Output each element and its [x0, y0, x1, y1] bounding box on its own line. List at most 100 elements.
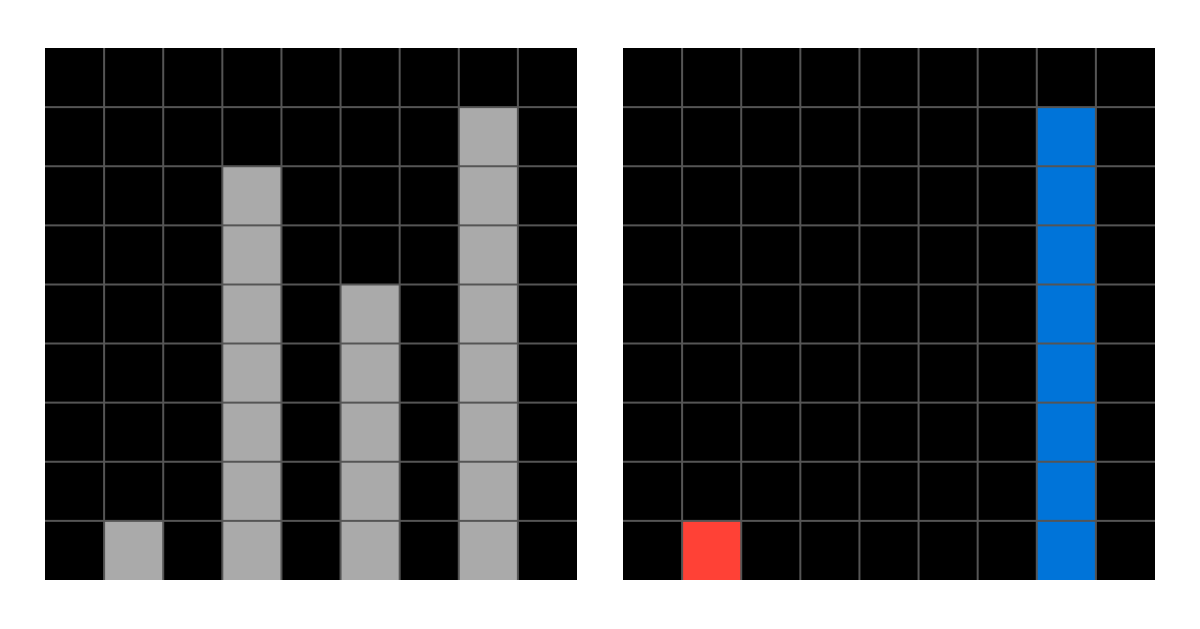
output-grid-cell-r3-c7[interactable]: [1036, 225, 1096, 285]
output-grid-cell-r4-c8[interactable]: [1095, 284, 1155, 344]
output-grid-cell-r8-c2[interactable]: [741, 520, 801, 580]
input-grid-cell-r3-c4[interactable]: [281, 225, 341, 285]
input-grid-cell-r0-c3[interactable]: [222, 48, 282, 108]
input-grid-cell-r4-c0[interactable]: [45, 284, 105, 344]
output-grid-cell-r2-c8[interactable]: [1095, 166, 1155, 226]
output-grid-cell-r5-c8[interactable]: [1095, 343, 1155, 403]
output-grid-cell-r4-c6[interactable]: [977, 284, 1037, 344]
input-grid-cell-r4-c1[interactable]: [104, 284, 164, 344]
input-grid-cell-r3-c8[interactable]: [517, 225, 577, 285]
output-grid-cell-r0-c7[interactable]: [1036, 48, 1096, 108]
input-grid-cell-r6-c7[interactable]: [458, 402, 518, 462]
input-grid-cell-r7-c6[interactable]: [399, 461, 459, 521]
input-grid-cell-r5-c4[interactable]: [281, 343, 341, 403]
input-grid-cell-r2-c4[interactable]: [281, 166, 341, 226]
input-grid-cell-r4-c5[interactable]: [340, 284, 400, 344]
input-grid-cell-r0-c8[interactable]: [517, 48, 577, 108]
output-grid-cell-r4-c7[interactable]: [1036, 284, 1096, 344]
input-grid-cell-r2-c1[interactable]: [104, 166, 164, 226]
input-grid-cell-r4-c7[interactable]: [458, 284, 518, 344]
output-grid-cell-r0-c8[interactable]: [1095, 48, 1155, 108]
output-grid-cell-r4-c3[interactable]: [800, 284, 860, 344]
input-grid-cell-r0-c2[interactable]: [163, 48, 223, 108]
input-grid-cell-r6-c2[interactable]: [163, 402, 223, 462]
output-grid-cell-r1-c6[interactable]: [977, 107, 1037, 167]
output-grid-cell-r2-c7[interactable]: [1036, 166, 1096, 226]
output-grid-cell-r8-c1[interactable]: [682, 520, 742, 580]
output-grid-cell-r4-c1[interactable]: [682, 284, 742, 344]
input-grid-cell-r6-c0[interactable]: [45, 402, 105, 462]
input-grid-cell-r8-c0[interactable]: [45, 520, 105, 580]
output-grid-cell-r0-c0[interactable]: [623, 48, 683, 108]
output-grid-cell-r6-c2[interactable]: [741, 402, 801, 462]
output-grid-cell-r3-c2[interactable]: [741, 225, 801, 285]
input-grid-cell-r1-c4[interactable]: [281, 107, 341, 167]
input-grid-cell-r5-c0[interactable]: [45, 343, 105, 403]
output-grid-cell-r4-c0[interactable]: [623, 284, 683, 344]
output-grid-cell-r3-c8[interactable]: [1095, 225, 1155, 285]
output-grid-cell-r4-c5[interactable]: [918, 284, 978, 344]
input-grid-cell-r2-c0[interactable]: [45, 166, 105, 226]
input-grid-cell-r4-c8[interactable]: [517, 284, 577, 344]
input-grid-cell-r5-c8[interactable]: [517, 343, 577, 403]
output-grid-cell-r4-c2[interactable]: [741, 284, 801, 344]
output-grid-cell-r6-c8[interactable]: [1095, 402, 1155, 462]
input-grid[interactable]: [43, 46, 579, 582]
output-grid-cell-r2-c1[interactable]: [682, 166, 742, 226]
input-grid-cell-r7-c7[interactable]: [458, 461, 518, 521]
input-grid-cell-r0-c6[interactable]: [399, 48, 459, 108]
output-grid-cell-r0-c1[interactable]: [682, 48, 742, 108]
input-grid-cell-r2-c7[interactable]: [458, 166, 518, 226]
output-grid-cell-r8-c6[interactable]: [977, 520, 1037, 580]
input-grid-cell-r5-c1[interactable]: [104, 343, 164, 403]
output-grid-cell-r3-c4[interactable]: [859, 225, 919, 285]
output-grid-cell-r0-c6[interactable]: [977, 48, 1037, 108]
input-grid-cell-r1-c7[interactable]: [458, 107, 518, 167]
input-grid-cell-r3-c3[interactable]: [222, 225, 282, 285]
input-grid-cell-r7-c0[interactable]: [45, 461, 105, 521]
input-grid-cell-r0-c5[interactable]: [340, 48, 400, 108]
output-grid-cell-r1-c7[interactable]: [1036, 107, 1096, 167]
input-grid-cell-r2-c6[interactable]: [399, 166, 459, 226]
input-grid-cell-r7-c1[interactable]: [104, 461, 164, 521]
input-grid-cell-r5-c3[interactable]: [222, 343, 282, 403]
output-grid-cell-r2-c4[interactable]: [859, 166, 919, 226]
output-grid-cell-r8-c3[interactable]: [800, 520, 860, 580]
input-grid-cell-r2-c2[interactable]: [163, 166, 223, 226]
output-grid-cell-r8-c4[interactable]: [859, 520, 919, 580]
input-grid-cell-r7-c8[interactable]: [517, 461, 577, 521]
output-grid-cell-r8-c5[interactable]: [918, 520, 978, 580]
input-grid-cell-r6-c8[interactable]: [517, 402, 577, 462]
output-grid-cell-r6-c5[interactable]: [918, 402, 978, 462]
output-grid-cell-r7-c1[interactable]: [682, 461, 742, 521]
input-grid-cell-r0-c0[interactable]: [45, 48, 105, 108]
output-grid-cell-r1-c8[interactable]: [1095, 107, 1155, 167]
input-grid-cell-r3-c6[interactable]: [399, 225, 459, 285]
output-grid-cell-r6-c7[interactable]: [1036, 402, 1096, 462]
input-grid-cell-r0-c4[interactable]: [281, 48, 341, 108]
output-grid-cell-r0-c4[interactable]: [859, 48, 919, 108]
output-grid-cell-r0-c2[interactable]: [741, 48, 801, 108]
output-grid-cell-r8-c7[interactable]: [1036, 520, 1096, 580]
input-grid-cell-r6-c3[interactable]: [222, 402, 282, 462]
output-grid-cell-r7-c2[interactable]: [741, 461, 801, 521]
output-grid-cell-r8-c0[interactable]: [623, 520, 683, 580]
input-grid-cell-r8-c2[interactable]: [163, 520, 223, 580]
output-grid-cell-r0-c3[interactable]: [800, 48, 860, 108]
output-grid-cell-r7-c6[interactable]: [977, 461, 1037, 521]
input-grid-cell-r1-c0[interactable]: [45, 107, 105, 167]
output-grid-cell-r2-c2[interactable]: [741, 166, 801, 226]
output-grid-cell-r8-c8[interactable]: [1095, 520, 1155, 580]
input-grid-cell-r7-c4[interactable]: [281, 461, 341, 521]
output-grid-cell-r1-c0[interactable]: [623, 107, 683, 167]
input-grid-cell-r4-c6[interactable]: [399, 284, 459, 344]
output-grid-cell-r3-c0[interactable]: [623, 225, 683, 285]
output-grid-cell-r5-c4[interactable]: [859, 343, 919, 403]
input-grid-cell-r2-c8[interactable]: [517, 166, 577, 226]
output-grid-cell-r7-c3[interactable]: [800, 461, 860, 521]
input-grid-cell-r6-c1[interactable]: [104, 402, 164, 462]
input-grid-cell-r1-c2[interactable]: [163, 107, 223, 167]
output-grid-cell-r4-c4[interactable]: [859, 284, 919, 344]
output-grid-cell-r1-c1[interactable]: [682, 107, 742, 167]
input-grid-cell-r3-c5[interactable]: [340, 225, 400, 285]
